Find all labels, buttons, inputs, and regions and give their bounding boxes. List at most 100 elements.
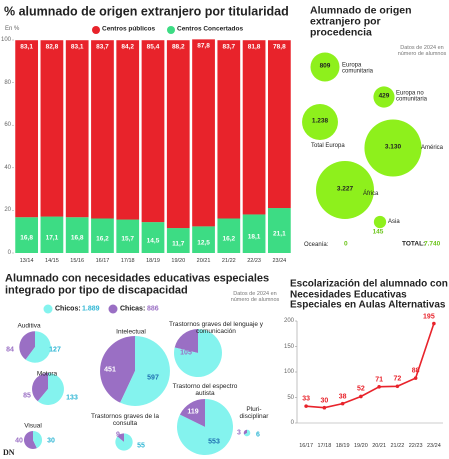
- data-label: 83,7: [222, 43, 236, 51]
- legend-swatch: [43, 304, 53, 314]
- data-label: 597: [147, 374, 159, 382]
- data-label: 84,2: [121, 43, 135, 51]
- pie-name: Trastorno del espectro autista: [172, 383, 238, 397]
- bar-segment: [65, 40, 89, 218]
- x-tick-label: 17/18: [120, 258, 135, 265]
- point: [395, 384, 400, 389]
- bubble: [310, 52, 340, 82]
- data-label: 16,8: [20, 234, 33, 242]
- chart-title: Alumnado de origen extranjero por proced…: [310, 4, 412, 39]
- data-label: 38: [338, 392, 347, 400]
- y-tick-label: 150: [283, 343, 294, 350]
- pie-slice: [244, 429, 251, 437]
- pie-slice: [115, 433, 133, 451]
- chart-title: % alumnado de origen extranjero por titu…: [4, 4, 289, 19]
- data-label: 85: [23, 392, 31, 400]
- point: [377, 384, 381, 389]
- point: [304, 404, 308, 408]
- data-label: 30: [47, 437, 55, 445]
- data-label: 12,5: [197, 239, 210, 247]
- bar-segment: [15, 217, 39, 253]
- bubble: [302, 104, 338, 140]
- x-tick-label: 22/23: [247, 258, 261, 265]
- data-label: 78,8: [273, 43, 286, 51]
- x-tick-label: 15/16: [70, 258, 85, 265]
- source-logo: DN: [3, 447, 15, 457]
- pie-name: Trastornos graves de la consulta: [90, 413, 160, 427]
- bar-segment: [40, 216, 64, 253]
- bar-segment: [141, 40, 165, 223]
- data-label: 21,1: [273, 230, 286, 238]
- bubble-value: 809: [319, 62, 331, 70]
- x-tick-label: 23/24: [272, 258, 287, 265]
- bubble: [373, 215, 387, 229]
- pie-slice: [33, 430, 43, 449]
- pie-slice: [25, 331, 51, 363]
- bubble-label: Europa comunitaria: [342, 62, 374, 75]
- legend-label: Chicas:: [120, 305, 146, 313]
- y-tick-label: 100: [0, 36, 11, 43]
- bar-segment: [267, 208, 291, 253]
- data-label: 72: [393, 375, 402, 383]
- x-tick-label: 16/17: [95, 258, 110, 265]
- data-label: 14,5: [146, 237, 160, 245]
- data-label: 83,7: [96, 43, 109, 51]
- data-label: 40: [15, 437, 23, 445]
- data-label: 133: [66, 394, 78, 402]
- pie-name: Pluri-disciplinar: [239, 406, 269, 420]
- bubble: [373, 86, 395, 108]
- x-tick-label: 19/20: [353, 443, 368, 450]
- bubble-label: América: [421, 144, 444, 151]
- pie-name: Motora: [36, 370, 58, 378]
- bar-segment: [242, 214, 266, 253]
- total-label: TOTAL:: [402, 240, 426, 248]
- data-label: 18,1: [247, 233, 261, 241]
- x-tick-label: 20/21: [196, 258, 211, 265]
- pie-slice: [177, 399, 233, 455]
- data-label: 16,2: [96, 235, 109, 243]
- x-tick-label: 19/20: [171, 258, 186, 265]
- bubble-value: 145: [372, 228, 384, 236]
- bar-segment: [192, 39, 215, 227]
- chart-note: Datos de 2024 en número de alumnos: [397, 45, 447, 57]
- y-tick-label: 40: [4, 164, 11, 171]
- pie-slice: [120, 336, 170, 406]
- bar-segment: [192, 226, 215, 253]
- x-tick-label: 13/14: [19, 258, 34, 265]
- x-tick-label: 21/22: [221, 258, 236, 265]
- data-label: 30: [320, 397, 329, 405]
- data-label: 9: [116, 431, 120, 439]
- bar-segment: [267, 40, 291, 209]
- bubble-label: Asia: [388, 218, 400, 225]
- data-label: 195: [423, 312, 435, 320]
- x-tick-label: 20/21: [372, 443, 387, 450]
- bubble-label: Oceanía:: [304, 241, 329, 248]
- x-tick-label: 14/15: [45, 258, 59, 265]
- pie-slice: [243, 429, 247, 435]
- legend-label: Chicos:: [55, 305, 81, 313]
- pie-name: Intelectual: [116, 328, 146, 336]
- y-tick-label: 200: [283, 317, 294, 324]
- line: [306, 323, 435, 409]
- data-label: 71: [375, 376, 384, 384]
- data-label: 81,8: [247, 43, 261, 51]
- data-label: 83,1: [70, 43, 84, 51]
- data-label: 88,2: [171, 43, 185, 51]
- bar-segment: [116, 219, 140, 253]
- bar-segment: [166, 40, 190, 229]
- pie-name: Visual: [24, 422, 42, 430]
- pie-slice: [100, 336, 135, 403]
- data-label: 83,1: [20, 43, 33, 51]
- bar-segment: [217, 218, 241, 253]
- legend-label: Centros Concertados: [177, 25, 244, 33]
- y-tick-label: 20: [4, 207, 11, 214]
- bar-segment: [217, 40, 241, 219]
- total-value: 7.740: [424, 240, 441, 248]
- pie-slice: [19, 331, 35, 360]
- pie-slice: [174, 329, 198, 353]
- bubble-label: África: [363, 190, 379, 197]
- data-label: 82,8: [45, 43, 59, 51]
- bar-segment: [166, 228, 190, 253]
- pie-slice: [23, 430, 37, 450]
